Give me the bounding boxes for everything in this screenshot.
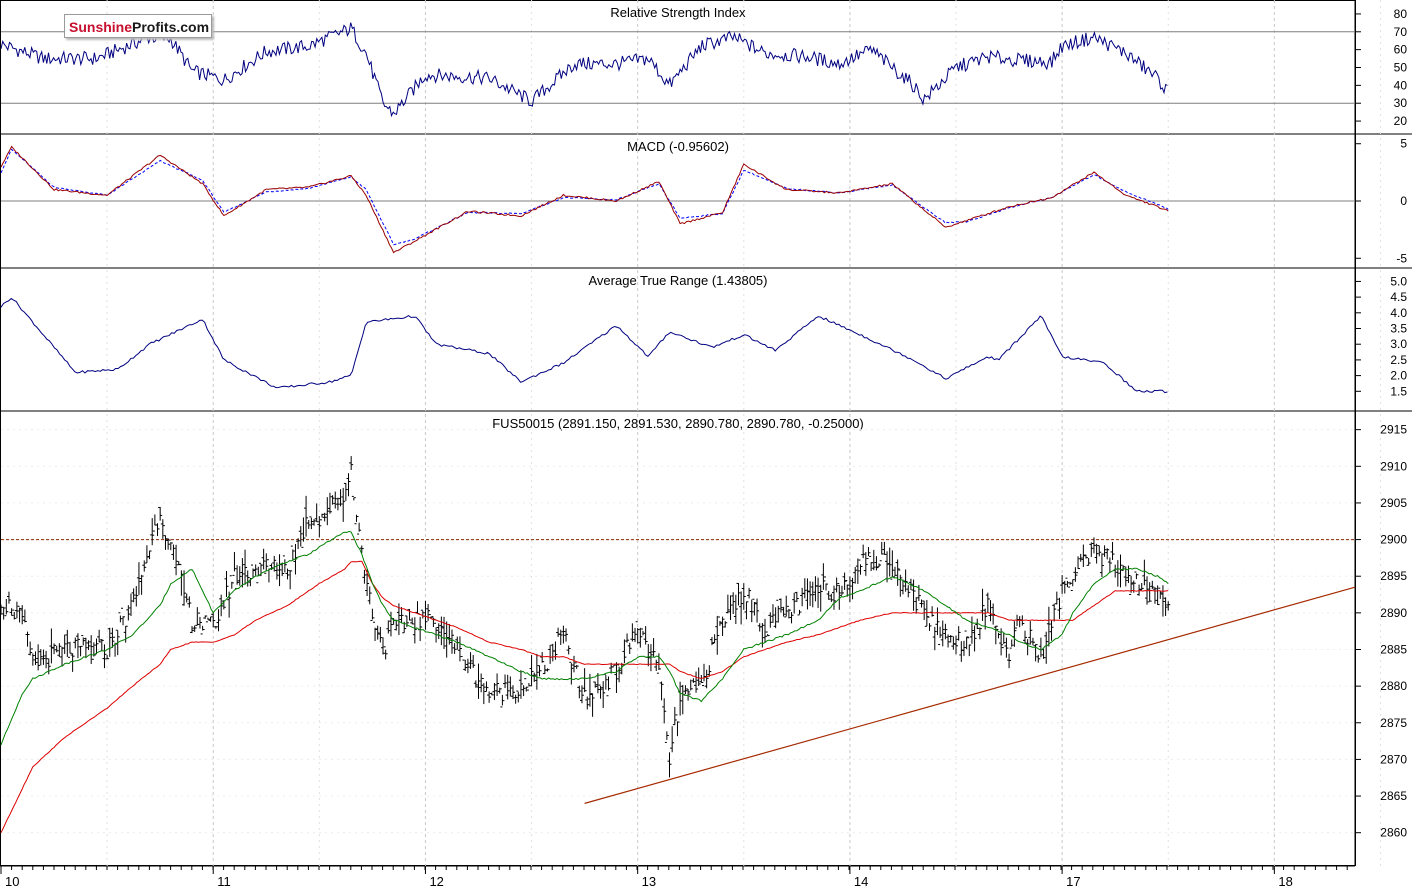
support-trendline — [584, 586, 1356, 804]
y-tick-label: -5 — [1396, 251, 1407, 265]
logo-part-sunshine: Sunshine — [69, 19, 133, 35]
y-tick-label: 50 — [1394, 61, 1408, 75]
x-tick-label: 10 — [5, 874, 19, 889]
y-tick-label: 30 — [1394, 96, 1408, 110]
x-tick-label: 13 — [642, 874, 656, 889]
logo-part-profits: Profits.com — [132, 19, 210, 35]
y-tick-label: 2890 — [1380, 606, 1407, 620]
x-tick-label: 17 — [1066, 874, 1080, 889]
y-tick-label: 4.0 — [1390, 306, 1407, 320]
sunshine-profits-logo[interactable]: SunshineProfits.com — [64, 14, 212, 38]
y-tick-label: 2875 — [1380, 716, 1407, 730]
y-tick-label: 1.5 — [1390, 384, 1407, 398]
atr-line — [0, 297, 1168, 394]
y-tick-label: 0 — [1400, 194, 1407, 208]
atr-title: Average True Range (1.43805) — [589, 273, 768, 288]
x-tick-label: 14 — [854, 874, 868, 889]
y-tick-label: 5 — [1400, 137, 1407, 151]
y-tick-label: 3.0 — [1390, 337, 1407, 351]
y-tick-label: 70 — [1394, 25, 1408, 39]
macd-title: MACD (-0.95602) — [627, 139, 729, 154]
rsi-line — [0, 22, 1168, 118]
y-tick-label: 2.0 — [1390, 369, 1407, 383]
y-tick-label: 20 — [1394, 114, 1408, 128]
moving-average-long — [0, 560, 1169, 833]
y-tick-label: 2885 — [1380, 642, 1407, 656]
y-tick-label: 2880 — [1380, 679, 1407, 693]
y-tick-label: 5.0 — [1390, 274, 1407, 288]
price-title: FUS50015 (2891.150, 2891.530, 2890.780, … — [492, 416, 864, 431]
y-tick-label: 2905 — [1380, 496, 1407, 510]
rsi-panel: Relative Strength Index 20 30 40 50 60 70 80 — [0, 5, 1408, 128]
plot-border — [0, 0, 1356, 866]
y-tick-label: 2910 — [1380, 459, 1407, 473]
y-tick-label: 4.5 — [1390, 290, 1407, 304]
y-tick-label: 2870 — [1380, 752, 1407, 766]
x-tick-label: 11 — [217, 874, 231, 889]
y-tick-label: 2.5 — [1390, 353, 1407, 367]
macd-line — [0, 145, 1169, 254]
y-tick-label: 60 — [1394, 43, 1408, 57]
y-tick-label: 2860 — [1380, 826, 1407, 840]
y-tick-label: 2895 — [1380, 569, 1407, 583]
macd-panel: MACD (-0.95602) -5 0 5 — [0, 137, 1407, 265]
atr-panel: Average True Range (1.43805) 1.52.0 2.5 3.… — [0, 273, 1407, 398]
y-tick-label: 80 — [1394, 7, 1408, 21]
rsi-title: Relative Strength Index — [610, 5, 746, 20]
x-tick-label: 12 — [429, 874, 443, 889]
y-tick-label: 2915 — [1380, 423, 1407, 437]
y-tick-label: 2900 — [1380, 533, 1407, 547]
macd-signal-line — [0, 148, 1169, 246]
y-tick-label: 2865 — [1380, 789, 1407, 803]
price-panel: FUS50015 (2891.150, 2891.530, 2890.780, … — [0, 416, 1407, 840]
y-tick-label: 40 — [1394, 78, 1408, 92]
y-tick-label: 3.5 — [1390, 322, 1407, 336]
moving-average-short — [0, 530, 1169, 746]
x-tick-label: 18 — [1278, 874, 1292, 889]
